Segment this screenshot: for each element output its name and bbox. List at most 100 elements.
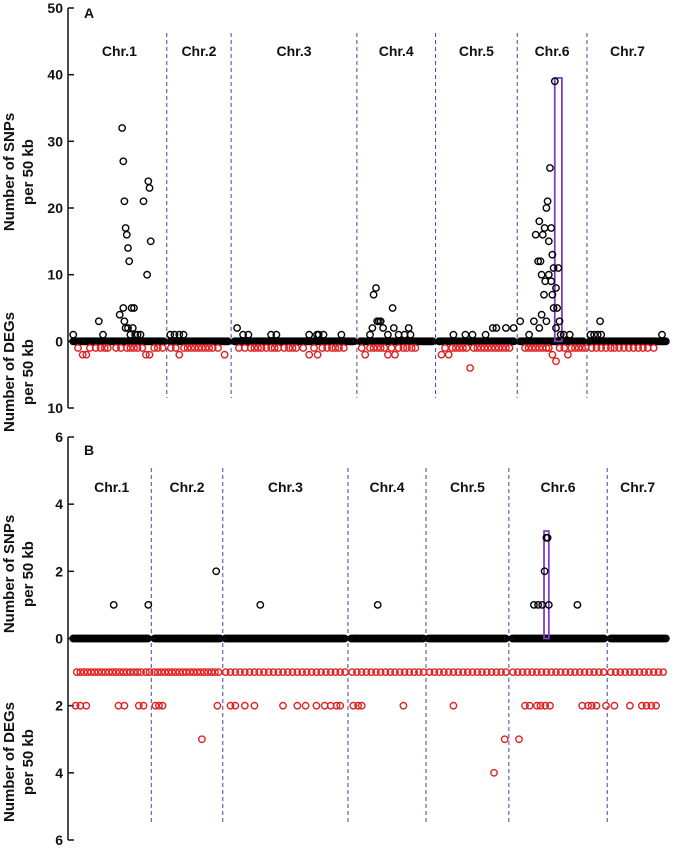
snp-point bbox=[516, 317, 525, 326]
deg-point bbox=[533, 701, 541, 710]
snp-point bbox=[461, 330, 470, 339]
snp-point bbox=[565, 330, 574, 339]
y-tick-label: 2 bbox=[55, 563, 63, 579]
deg-point bbox=[250, 668, 259, 676]
deg-point bbox=[240, 701, 249, 710]
chromosome-label: Chr.3 bbox=[277, 43, 312, 59]
deg-point bbox=[354, 701, 362, 710]
deg-point bbox=[76, 668, 85, 676]
snp-point bbox=[272, 330, 281, 339]
snp-point bbox=[549, 264, 558, 272]
deg-point bbox=[180, 344, 188, 352]
deg-point bbox=[361, 350, 370, 359]
snp-point bbox=[109, 601, 118, 609]
deg-point bbox=[387, 344, 396, 352]
deg-point bbox=[584, 701, 592, 710]
upper-y-axis-title: Number of SNPs per 50 kb bbox=[1, 113, 37, 231]
deg-point bbox=[115, 668, 124, 676]
deg-point bbox=[166, 344, 175, 352]
snp-point bbox=[131, 330, 140, 339]
deg-point bbox=[411, 344, 420, 352]
deg-point bbox=[425, 668, 434, 676]
snp-point bbox=[404, 324, 413, 332]
deg-point bbox=[141, 668, 150, 676]
snp-point bbox=[128, 324, 137, 332]
deg-point bbox=[541, 701, 550, 710]
deg-point bbox=[366, 344, 374, 352]
deg-point bbox=[652, 701, 660, 710]
deg-point bbox=[487, 668, 496, 676]
deg-point bbox=[141, 350, 150, 359]
upper-y-axis-title-line: per 50 kb bbox=[20, 541, 37, 607]
deg-point bbox=[201, 344, 210, 352]
deg-point bbox=[455, 344, 464, 352]
deg-point bbox=[494, 344, 503, 352]
deg-point bbox=[449, 668, 458, 676]
deg-point bbox=[620, 344, 628, 352]
deg-point bbox=[264, 668, 273, 676]
deg-point bbox=[339, 344, 348, 352]
deg-point bbox=[207, 668, 216, 676]
deg-point bbox=[307, 668, 316, 676]
lower-y-axis-title-line: Number of DEGs bbox=[1, 312, 18, 432]
deg-point bbox=[301, 701, 310, 710]
deg-point bbox=[587, 701, 596, 710]
panel-label: B bbox=[84, 442, 94, 458]
deg-point bbox=[564, 350, 572, 359]
deg-point bbox=[634, 344, 643, 352]
deg-point bbox=[454, 668, 463, 676]
deg-point bbox=[313, 350, 322, 359]
deg-point bbox=[606, 668, 615, 676]
deg-point bbox=[372, 668, 380, 676]
deg-point bbox=[367, 668, 376, 676]
snp-point bbox=[492, 324, 501, 332]
deg-point bbox=[305, 350, 314, 359]
y-tick-label: 2 bbox=[55, 698, 63, 714]
deg-point bbox=[226, 668, 235, 676]
deg-point bbox=[524, 344, 533, 352]
snp-point bbox=[406, 330, 415, 339]
snp-point bbox=[550, 77, 559, 86]
deg-point bbox=[108, 668, 117, 676]
snp-point bbox=[314, 330, 323, 339]
deg-point bbox=[536, 701, 545, 710]
y-tick-label: 20 bbox=[47, 200, 63, 216]
deg-point bbox=[444, 350, 453, 359]
deg-point bbox=[394, 344, 403, 352]
deg-point bbox=[537, 668, 546, 676]
deg-point bbox=[547, 668, 556, 676]
deg-point bbox=[599, 668, 608, 676]
deg-point bbox=[654, 668, 663, 676]
snp-point bbox=[120, 197, 129, 206]
snp-point bbox=[366, 330, 374, 339]
snp-point bbox=[179, 330, 188, 339]
snp-point bbox=[544, 270, 553, 279]
deg-point bbox=[640, 668, 649, 676]
snp-point bbox=[537, 310, 546, 319]
deg-point bbox=[183, 344, 192, 352]
deg-point bbox=[357, 668, 366, 676]
snp-point bbox=[126, 330, 135, 339]
deg-point bbox=[293, 668, 302, 676]
snp-point bbox=[547, 224, 556, 232]
snp-point bbox=[542, 317, 551, 326]
chromosome-label: Chr.3 bbox=[268, 479, 303, 495]
deg-point bbox=[497, 668, 505, 676]
deg-point bbox=[615, 344, 623, 352]
deg-point bbox=[459, 668, 467, 676]
deg-point bbox=[509, 668, 517, 676]
deg-point bbox=[78, 350, 87, 359]
deg-point bbox=[186, 668, 194, 676]
upper-y-axis-title-line: Number of SNPs bbox=[1, 113, 18, 231]
deg-point bbox=[211, 668, 219, 676]
deg-point bbox=[269, 668, 278, 676]
deg-point bbox=[280, 344, 289, 352]
chromosome-label: Chr.2 bbox=[170, 479, 205, 495]
deg-point bbox=[357, 344, 366, 352]
lower-y-axis-title-line: Number of DEGs bbox=[1, 702, 18, 822]
deg-point bbox=[240, 668, 249, 676]
deg-point bbox=[153, 668, 162, 676]
deg-point bbox=[153, 344, 162, 352]
snp-point bbox=[590, 330, 598, 339]
